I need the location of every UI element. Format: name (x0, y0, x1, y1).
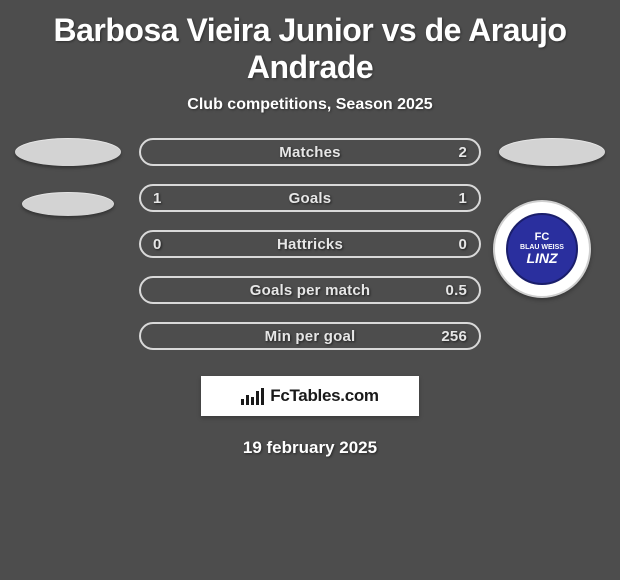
snapshot-date: 19 february 2025 (0, 438, 620, 458)
stat-right-value: 2 (458, 144, 467, 161)
stat-left-value: 1 (153, 190, 162, 207)
club-badge-inner: FC BLAU WEISS LINZ (506, 213, 578, 285)
chart-icon (241, 388, 264, 405)
stat-row-goals-per-match: Goals per match 0.5 (139, 276, 481, 304)
stat-right-value: 256 (441, 328, 467, 345)
stat-label: Goals per match (250, 282, 371, 299)
right-player-col: FC BLAU WEISS LINZ (499, 138, 605, 166)
stat-left-value: 0 (153, 236, 162, 253)
stat-label: Min per goal (265, 328, 356, 345)
stat-right-value: 0.5 (446, 282, 467, 299)
comparison-layout: Matches 2 1 Goals 1 0 Hattricks 0 Goals … (0, 138, 620, 350)
branding-text: FcTables.com (270, 386, 379, 406)
club-badge-line1: FC (535, 231, 550, 243)
left-player-col (15, 138, 121, 216)
page-subtitle: Club competitions, Season 2025 (0, 96, 620, 114)
stat-row-hattricks: 0 Hattricks 0 (139, 230, 481, 258)
stat-right-value: 1 (458, 190, 467, 207)
stat-row-goals: 1 Goals 1 (139, 184, 481, 212)
stat-label: Hattricks (277, 236, 343, 253)
stat-row-min-per-goal: Min per goal 256 (139, 322, 481, 350)
player1-placeholder-icon (15, 138, 121, 166)
stat-row-matches: Matches 2 (139, 138, 481, 166)
player1-club-placeholder-icon (22, 192, 114, 216)
player2-club-badge: FC BLAU WEISS LINZ (493, 200, 591, 298)
stat-right-value: 0 (458, 236, 467, 253)
stat-label: Goals (289, 190, 332, 207)
branding-box[interactable]: FcTables.com (201, 376, 419, 416)
player2-placeholder-icon (499, 138, 605, 166)
stats-list: Matches 2 1 Goals 1 0 Hattricks 0 Goals … (139, 138, 481, 350)
page-title: Barbosa Vieira Junior vs de Araujo Andra… (0, 0, 620, 90)
club-badge-line3: LINZ (526, 251, 557, 266)
stat-label: Matches (279, 144, 340, 161)
